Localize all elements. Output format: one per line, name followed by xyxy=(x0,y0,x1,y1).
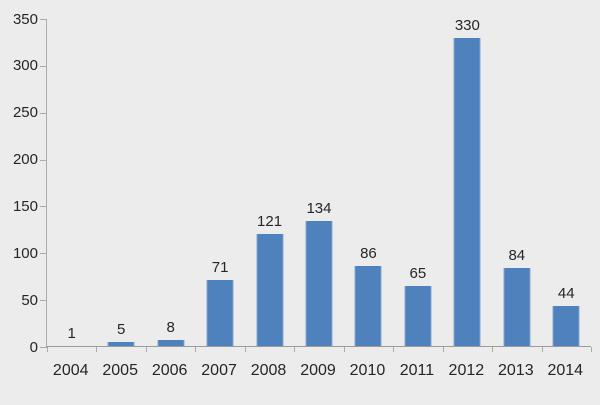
x-axis-labels: 2004 2005 2006 2007 2008 2009 2010 2011 2012 2013… xyxy=(46,362,590,380)
bar-slot: 86 xyxy=(344,19,393,347)
bar xyxy=(453,38,481,347)
bar-value-label: 330 xyxy=(454,17,480,34)
y-tick-mark xyxy=(40,65,47,67)
bar xyxy=(404,286,432,347)
bar-value-label: 71 xyxy=(211,259,229,276)
y-tick-label: 350 xyxy=(12,10,38,28)
x-tick-label: 2005 xyxy=(102,362,138,379)
bar xyxy=(552,306,580,347)
y-tick-mark xyxy=(40,206,47,208)
x-tick-mark xyxy=(591,347,592,352)
x-tick-label: 2013 xyxy=(498,362,534,379)
x-tick-mark xyxy=(393,347,395,352)
y-tick-label: 0 xyxy=(29,338,38,356)
y-tick-mark xyxy=(40,253,47,255)
y-tick-mark xyxy=(40,300,47,302)
x-tick-mark xyxy=(47,347,48,352)
y-tick-label: 300 xyxy=(12,57,38,75)
x-tick-mark xyxy=(294,347,296,352)
bar-value-label: 5 xyxy=(117,321,126,338)
y-tick-mark xyxy=(40,347,47,348)
x-tick-mark xyxy=(145,347,147,352)
bar xyxy=(305,221,333,347)
bar-value-label: 134 xyxy=(306,200,332,217)
x-tick-mark xyxy=(96,347,98,352)
bar-slot: 1 xyxy=(47,19,96,347)
y-tick-label: 250 xyxy=(12,104,38,122)
x-tick-label: 2004 xyxy=(52,362,89,379)
bar-value-label: 1 xyxy=(67,325,76,342)
x-tick-label: 2012 xyxy=(448,362,485,379)
y-tick-label: 50 xyxy=(21,291,38,309)
y-tick-label: 100 xyxy=(12,244,38,262)
bar-slot: 44 xyxy=(542,19,591,347)
plot-area: 1 5 8 71 121 134 86 65 330 84 44 xyxy=(40,17,592,352)
x-axis-line xyxy=(46,346,591,347)
bar-slot: 84 xyxy=(492,19,541,347)
x-tick-label: 2009 xyxy=(300,362,336,379)
x-tick-label: 2011 xyxy=(399,362,435,379)
bar-slot: 71 xyxy=(195,19,244,347)
bar xyxy=(354,266,382,347)
x-tick-label: 2014 xyxy=(547,362,584,379)
bar-slot: 65 xyxy=(393,19,442,347)
y-tick-mark xyxy=(40,159,47,161)
x-tick-mark xyxy=(492,347,494,352)
x-tick-mark xyxy=(244,347,246,352)
bar-slot: 8 xyxy=(146,19,195,347)
bar-value-label: 44 xyxy=(557,285,575,302)
bar-value-label: 65 xyxy=(409,265,427,282)
y-axis-labels: 0 50 100 150 200 250 300 350 xyxy=(0,12,38,355)
x-tick-mark xyxy=(541,347,543,352)
bar-slot: 121 xyxy=(245,19,294,347)
bar xyxy=(256,234,284,347)
bar-value-label: 86 xyxy=(360,245,377,262)
y-tick-label: 200 xyxy=(12,151,38,169)
bar-value-label: 8 xyxy=(166,319,175,336)
bar-slot: 330 xyxy=(443,17,492,347)
bar xyxy=(503,268,531,347)
x-tick-mark xyxy=(442,347,444,352)
x-tick-label: 2007 xyxy=(201,362,237,379)
bar-series: 1 5 8 71 121 134 86 65 330 84 44 xyxy=(47,17,591,347)
y-tick-mark xyxy=(40,19,47,20)
bar xyxy=(206,280,234,347)
x-tick-label: 2006 xyxy=(151,362,188,379)
x-tick-label: 2008 xyxy=(250,362,287,379)
y-tick-mark xyxy=(40,112,47,114)
bar-slot: 5 xyxy=(96,19,145,347)
bar xyxy=(157,340,185,347)
x-tick-mark xyxy=(343,347,345,352)
bar-slot: 134 xyxy=(294,19,343,347)
x-tick-mark xyxy=(195,347,197,352)
y-tick-label: 150 xyxy=(12,197,38,215)
x-tick-label: 2010 xyxy=(349,362,386,379)
bar xyxy=(107,342,135,347)
bar-value-label: 84 xyxy=(508,247,526,264)
bar-value-label: 121 xyxy=(257,213,283,230)
